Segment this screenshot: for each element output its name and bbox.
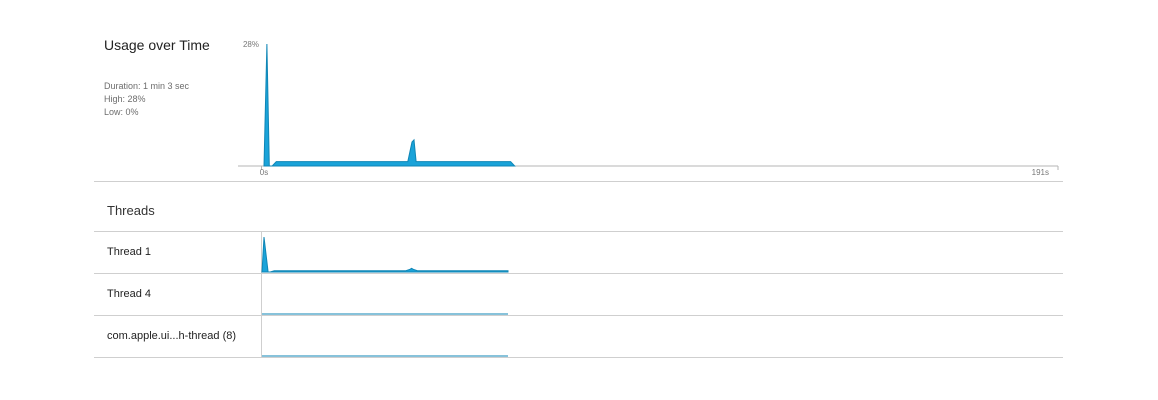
usage-stats: Duration: 1 min 3 sec High: 28% Low: 0% — [104, 80, 189, 119]
duration-stat: Duration: 1 min 3 sec — [104, 81, 190, 91]
usage-over-time-title: Usage over Time — [104, 37, 210, 53]
thread-row-label[interactable]: Thread 4 — [107, 288, 152, 300]
thread-usage-chart[interactable] — [261, 232, 561, 273]
usage-area-series — [263, 43, 516, 167]
y-max-tick-label: 28% — [243, 40, 259, 49]
thread-row-divider — [94, 273, 1063, 274]
threads-title: Threads — [107, 203, 155, 218]
threads-header-divider — [94, 231, 1063, 232]
x-end-tick-label: 191s — [1032, 168, 1049, 177]
thread-row-label[interactable]: Thread 1 — [107, 246, 152, 258]
low-stat: Low: 0% — [104, 107, 139, 117]
thread-row-divider — [94, 315, 1063, 316]
high-stat: High: 28% — [104, 94, 146, 104]
thread-usage-chart[interactable] — [261, 274, 561, 315]
section-divider — [94, 181, 1063, 182]
thread-usage-chart[interactable] — [261, 316, 561, 357]
thread-row-divider — [94, 357, 1063, 358]
thread-row-label[interactable]: com.apple.ui...h-thread (8) — [107, 330, 237, 342]
x-start-tick-label: 0s — [260, 168, 268, 177]
thread-area-series — [261, 236, 509, 273]
usage-over-time-chart[interactable]: 28% 0s 191s — [230, 30, 1070, 180]
